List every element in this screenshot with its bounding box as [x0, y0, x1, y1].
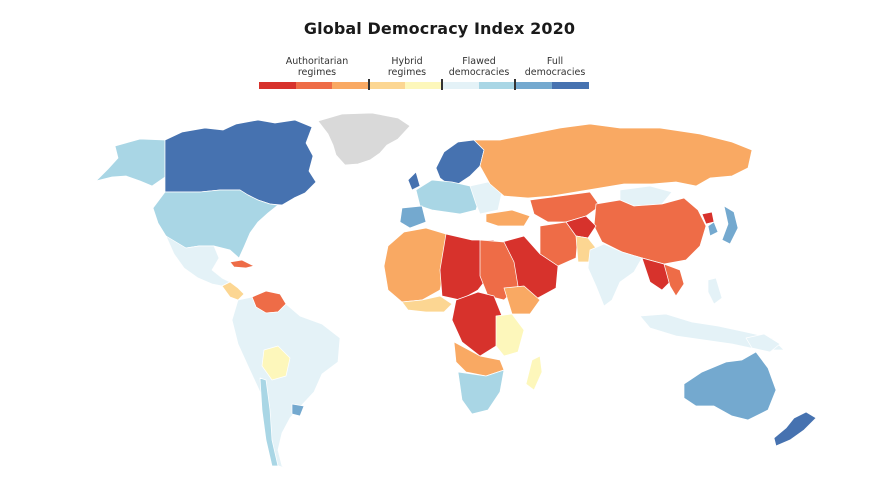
region-russia [473, 123, 753, 199]
region-northwest-africa [383, 227, 447, 303]
legend-label-flawed: Flawed democracies [448, 56, 510, 78]
legend-divider-flawed-full [514, 79, 516, 90]
region-north-korea [701, 211, 715, 225]
legend-swatch [405, 82, 443, 89]
legend-label-full: Full democracies [524, 56, 586, 78]
region-mexico [165, 235, 231, 287]
legend-swatch [478, 82, 516, 89]
legend-swatch [551, 82, 589, 89]
region-south-america [231, 296, 341, 471]
region-australia [683, 351, 777, 421]
region-new-zealand [773, 411, 817, 447]
region-west-africa-coast [401, 295, 453, 313]
legend-swatch [442, 82, 480, 89]
region-southern-africa [457, 369, 505, 415]
region-western-europe [415, 179, 481, 215]
region-south-korea [707, 221, 719, 237]
legend-swatch [368, 82, 406, 89]
region-uk [407, 171, 421, 191]
legend-swatch [332, 82, 370, 89]
region-vietnam [663, 263, 685, 297]
region-philippines [707, 277, 723, 305]
legend-swatch [259, 82, 297, 89]
legend-swatch [295, 82, 333, 89]
map-title: Global Democracy Index 2020 [303, 19, 576, 38]
region-central-america [221, 281, 245, 301]
region-india [587, 243, 643, 307]
region-papua-new-guinea [745, 333, 781, 353]
region-turkey [485, 209, 531, 227]
region-bolivia [261, 345, 291, 381]
region-greenland [317, 112, 411, 166]
region-cuba [229, 259, 255, 269]
region-afghanistan [565, 215, 597, 239]
legend-label-hybrid: Hybrid regimes [387, 56, 427, 78]
region-chile [259, 377, 279, 467]
region-uruguay [291, 403, 305, 417]
region-iberia [399, 205, 427, 229]
legend-label-authoritarian: Authoritarian regimes [285, 56, 349, 78]
legend-divider-authoritarian-hybrid [368, 79, 370, 90]
region-alaska [95, 138, 166, 187]
region-japan [721, 205, 739, 245]
region-eastern-europe [469, 181, 503, 215]
region-madagascar [525, 355, 543, 391]
region-china [593, 197, 707, 265]
legend-swatch [515, 82, 553, 89]
region-ethiopia [503, 285, 541, 315]
region-east-africa [495, 313, 525, 357]
region-nordics [435, 139, 485, 185]
legend-divider-hybrid-flawed [441, 79, 443, 90]
